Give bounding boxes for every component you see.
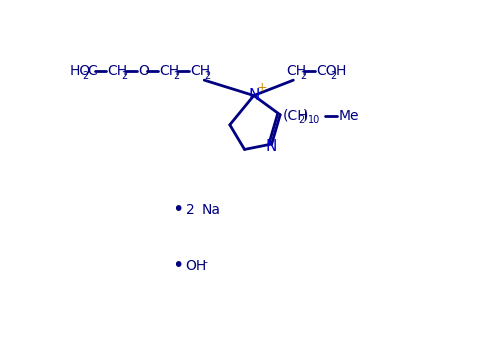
Text: 2: 2 bbox=[186, 203, 194, 217]
Text: 2: 2 bbox=[298, 115, 304, 125]
Text: 10: 10 bbox=[308, 115, 320, 125]
Text: 2: 2 bbox=[121, 70, 128, 81]
Text: ): ) bbox=[303, 109, 308, 122]
Text: (CH: (CH bbox=[282, 109, 308, 122]
Text: •: • bbox=[173, 200, 184, 219]
Text: O: O bbox=[139, 64, 149, 78]
Text: 2: 2 bbox=[204, 70, 211, 81]
Text: N: N bbox=[266, 139, 278, 154]
Text: C: C bbox=[87, 64, 97, 78]
Text: CH: CH bbox=[190, 64, 211, 78]
Text: 2: 2 bbox=[173, 70, 179, 81]
Text: CH: CH bbox=[107, 64, 128, 78]
Text: Na: Na bbox=[202, 203, 221, 217]
Text: •: • bbox=[173, 256, 184, 275]
Text: HO: HO bbox=[70, 64, 91, 78]
Text: Me: Me bbox=[338, 109, 359, 122]
Text: 2: 2 bbox=[330, 70, 337, 81]
Text: 2: 2 bbox=[300, 70, 307, 81]
Text: OH: OH bbox=[186, 259, 207, 273]
Text: H: H bbox=[335, 64, 346, 78]
Text: CH: CH bbox=[286, 64, 307, 78]
Text: CO: CO bbox=[317, 64, 337, 78]
Text: 2: 2 bbox=[82, 70, 89, 81]
Text: CH: CH bbox=[159, 64, 179, 78]
Text: -: - bbox=[204, 257, 208, 267]
Text: +: + bbox=[256, 81, 267, 94]
Text: N: N bbox=[248, 88, 259, 103]
